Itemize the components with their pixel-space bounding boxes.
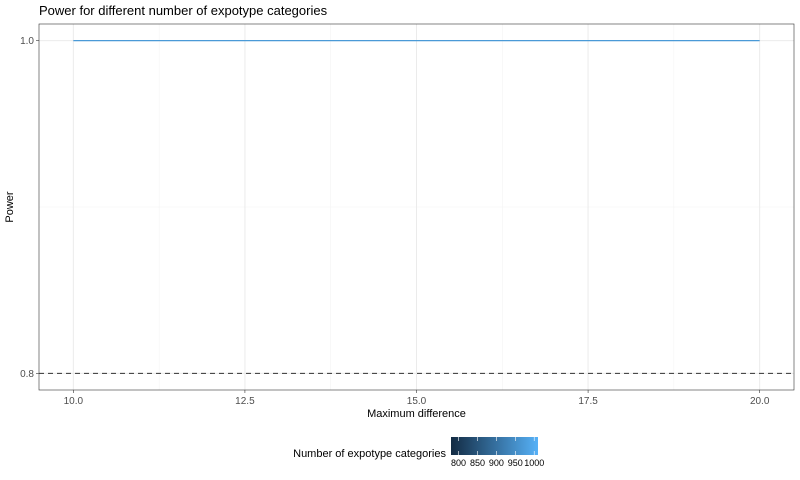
x-tick-label: 10.0	[64, 396, 84, 407]
x-tick-label: 17.5	[578, 396, 598, 407]
x-axis: 10.0 12.5 15.0 17.5 20.0	[64, 390, 770, 407]
colorbar-tick-label: 900	[489, 458, 504, 468]
x-tick-label: 12.5	[235, 396, 255, 407]
x-tick-label: 15.0	[407, 396, 427, 407]
colorbar-tick-label: 1000	[524, 458, 544, 468]
colorbar	[451, 437, 538, 455]
colorbar-tick-label: 850	[470, 458, 485, 468]
y-axis: 0.8 1.0	[20, 36, 39, 380]
y-axis-title: Power	[4, 191, 16, 223]
colorbar-tick-label: 950	[508, 458, 523, 468]
x-tick-label: 20.0	[750, 396, 770, 407]
colorbar-ticks: 800 850 900 950 1000	[451, 437, 544, 468]
y-tick-label: 0.8	[20, 369, 34, 380]
legend: Number of expotype categories 800 850 900 9…	[293, 437, 544, 468]
colorbar-tick-label: 800	[451, 458, 466, 468]
chart-title: Power for different number of expotype c…	[39, 3, 328, 18]
y-tick-label: 1.0	[20, 36, 34, 47]
x-axis-title: Maximum difference	[367, 408, 466, 420]
legend-title: Number of expotype categories	[293, 448, 446, 460]
